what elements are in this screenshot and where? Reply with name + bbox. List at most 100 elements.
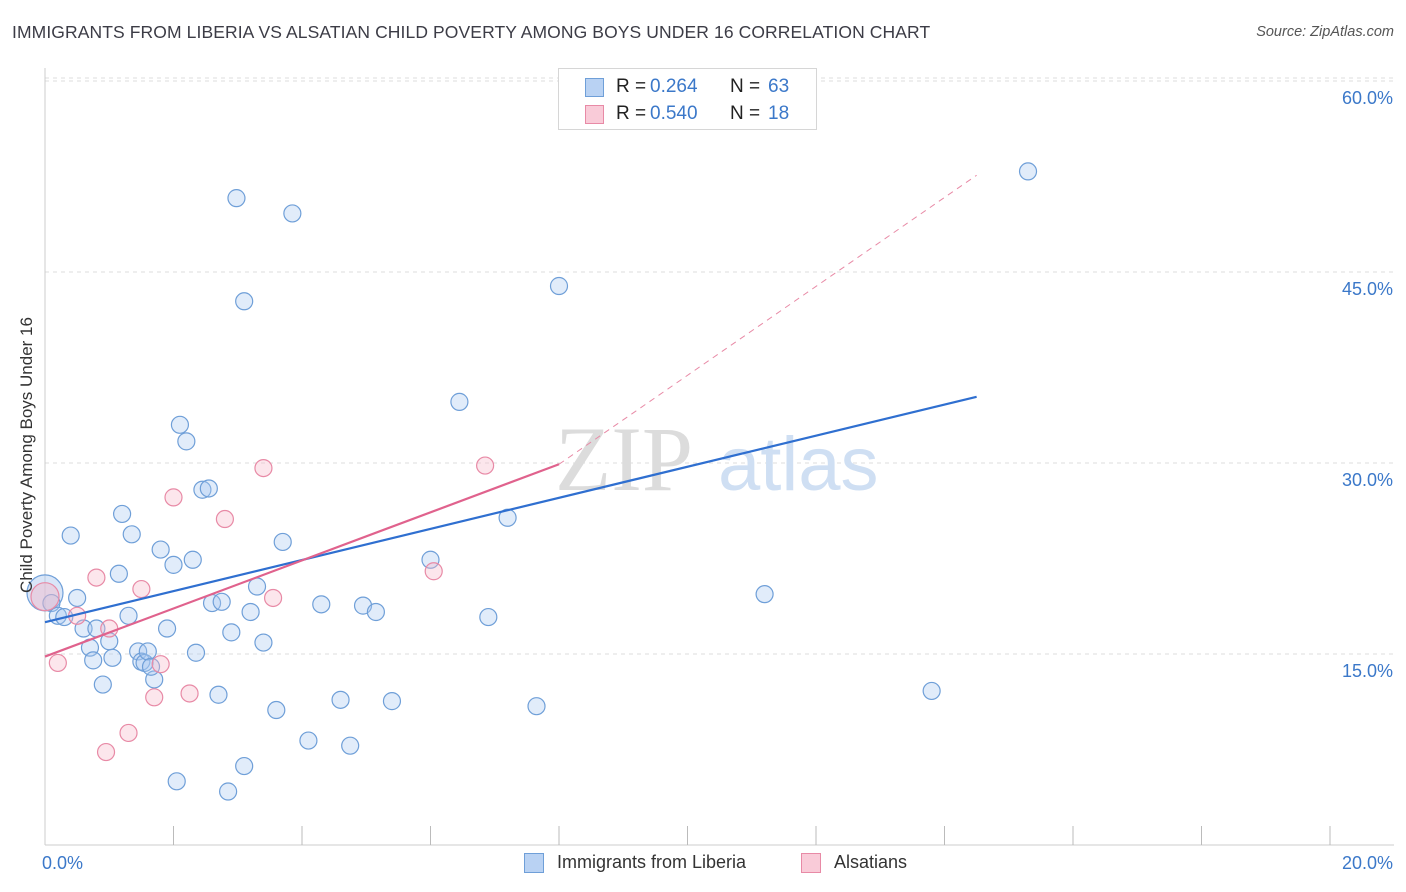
n-label: N = [730, 76, 761, 97]
data-point-liberia [164, 555, 183, 574]
data-point-alsatians [215, 509, 234, 529]
x-tick-label: 0.0% [42, 853, 83, 873]
data-point-liberia [755, 585, 774, 604]
legend-swatch-pink [801, 852, 821, 873]
r-label: R = [616, 76, 647, 97]
data-point-liberia [227, 189, 246, 208]
data-point-alsatians [151, 655, 170, 674]
data-point-liberia [186, 643, 206, 662]
data-point-liberia [212, 592, 231, 611]
data-point-liberia [299, 731, 318, 750]
data-point-alsatians [180, 684, 199, 703]
y-tick-label: 30.0% [1342, 470, 1393, 490]
y-tick-label: 45.0% [1342, 279, 1393, 299]
legend-label-liberia: Immigrants from Liberia [557, 852, 747, 872]
data-point-alsatians [476, 456, 495, 475]
data-point-liberia [382, 692, 402, 711]
data-point-liberia [421, 550, 440, 569]
legend-swatch-blue [524, 852, 544, 873]
data-point-liberia [112, 504, 132, 524]
data-point-alsatians [132, 579, 151, 599]
series-liberia-points [26, 162, 1038, 801]
data-point-alsatians [48, 653, 67, 673]
data-point-liberia [1018, 162, 1038, 181]
data-point-liberia [199, 479, 218, 498]
series-alsatians-points [30, 456, 495, 762]
data-point-liberia [312, 595, 331, 614]
y-tick-label: 60.0% [1342, 88, 1393, 108]
legend-item-alsatians: Alsatians [801, 852, 907, 873]
data-point-liberia [283, 204, 302, 223]
r-value: 0.264 [650, 76, 698, 97]
data-point-alsatians [424, 562, 443, 581]
data-point-alsatians [96, 742, 116, 762]
x-tick-label: 20.0% [1342, 853, 1393, 873]
tick-labels: 15.0% 30.0% 45.0% 60.0% 0.0% 20.0% [42, 88, 1393, 873]
data-point-liberia [527, 697, 546, 716]
data-point-liberia [157, 619, 177, 638]
data-point-liberia [138, 642, 157, 661]
data-point-liberia [219, 782, 238, 801]
data-point-liberia [267, 700, 286, 720]
data-point-liberia [331, 690, 350, 709]
data-point-liberia [167, 772, 186, 791]
trend-line-alsatians-extrapolated [558, 174, 977, 465]
data-point-liberia [119, 606, 138, 625]
data-point-alsatians [263, 588, 283, 608]
data-point-liberia [273, 532, 292, 552]
legend-item-liberia: Immigrants from Liberia [524, 852, 746, 873]
data-point-liberia [450, 392, 469, 411]
watermark-atlas: atlas [718, 422, 879, 507]
data-point-alsatians [87, 568, 106, 587]
data-point-liberia [68, 588, 87, 608]
data-point-liberia [109, 564, 128, 583]
legend-swatch-blue [585, 77, 604, 97]
series-legend: Immigrants from Liberia Alsatians [0, 852, 1406, 878]
data-point-liberia [222, 623, 241, 642]
data-point-liberia [479, 607, 498, 627]
data-point-liberia [93, 675, 112, 694]
data-point-alsatians [254, 458, 273, 478]
data-point-liberia [183, 550, 202, 569]
n-value: 18 [768, 103, 790, 124]
data-point-liberia [129, 642, 148, 661]
r-value: 0.540 [650, 103, 698, 124]
trend-line-alsatians [44, 463, 560, 658]
y-tick-label: 15.0% [1342, 661, 1393, 681]
trend-lines [44, 174, 977, 658]
legend-row-alsatians: R = 0.540 N = 18 [585, 102, 789, 126]
data-point-liberia [549, 276, 569, 296]
data-point-liberia [84, 651, 103, 670]
data-point-liberia [366, 602, 385, 622]
data-point-liberia [235, 292, 254, 311]
data-point-liberia [241, 602, 260, 622]
r-label: R = [616, 103, 647, 124]
n-value: 63 [768, 76, 790, 97]
data-point-liberia [103, 648, 122, 667]
data-point-liberia [177, 432, 196, 451]
data-point-liberia [151, 540, 170, 559]
legend-row-liberia: R = 0.264 N = 63 [585, 75, 789, 99]
data-point-alsatians [30, 582, 60, 612]
stats-legend: R = 0.264 N = 63 R = 0.540 N = 18 [558, 68, 817, 130]
chart-title: IMMIGRANTS FROM LIBERIA VS ALSATIAN CHIL… [12, 22, 931, 42]
trend-line-liberia [44, 395, 977, 624]
grid-lines [45, 77, 1394, 655]
n-label: N = [730, 103, 761, 124]
data-point-liberia [170, 415, 190, 434]
legend-label-alsatians: Alsatians [834, 852, 908, 872]
data-point-liberia [209, 685, 228, 704]
data-point-liberia [235, 756, 254, 776]
data-point-alsatians [119, 723, 138, 743]
data-point-liberia [193, 480, 212, 499]
data-point-liberia [122, 525, 141, 544]
data-point-liberia [922, 681, 941, 701]
data-point-liberia [254, 633, 273, 652]
data-point-alsatians [164, 488, 183, 507]
axes [44, 68, 1394, 846]
legend-swatch-pink [585, 104, 604, 124]
source-credit: Source: ZipAtlas.com [1256, 24, 1394, 40]
data-point-liberia [61, 526, 80, 545]
data-point-liberia [341, 736, 360, 755]
